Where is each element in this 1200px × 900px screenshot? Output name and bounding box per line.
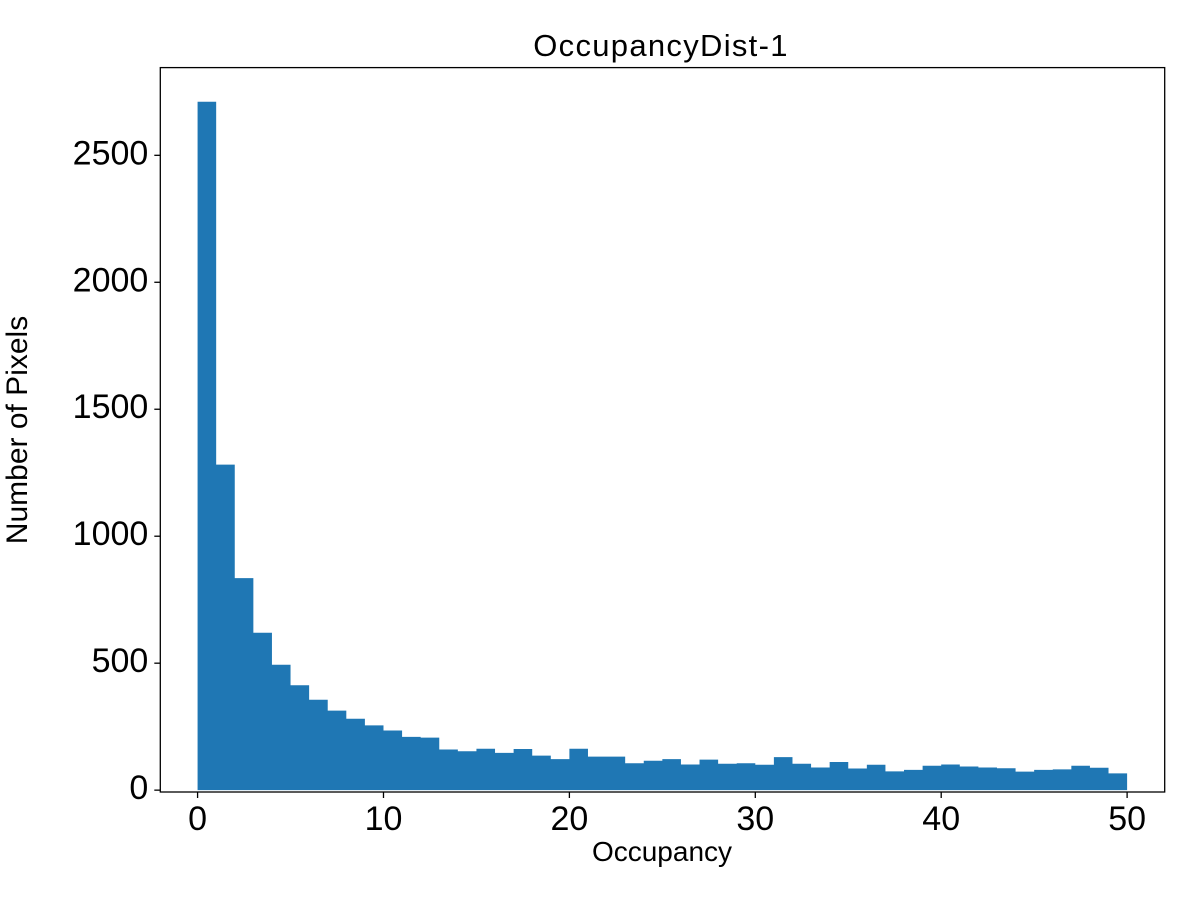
svg-text:40: 40 bbox=[922, 800, 960, 838]
svg-text:OccupancyDist-1: OccupancyDist-1 bbox=[533, 28, 789, 63]
svg-text:Number of Pixels: Number of Pixels bbox=[1, 316, 34, 544]
svg-text:Occupancy: Occupancy bbox=[592, 836, 732, 867]
svg-text:1000: 1000 bbox=[73, 515, 149, 553]
svg-text:0: 0 bbox=[129, 769, 148, 807]
svg-text:2500: 2500 bbox=[73, 134, 149, 172]
svg-text:30: 30 bbox=[736, 800, 774, 838]
svg-text:50: 50 bbox=[1108, 800, 1146, 838]
svg-text:2000: 2000 bbox=[73, 261, 149, 299]
svg-text:1500: 1500 bbox=[73, 388, 149, 426]
svg-text:0: 0 bbox=[188, 800, 207, 838]
svg-text:500: 500 bbox=[92, 642, 149, 680]
svg-text:10: 10 bbox=[365, 800, 403, 838]
svg-text:20: 20 bbox=[550, 800, 588, 838]
